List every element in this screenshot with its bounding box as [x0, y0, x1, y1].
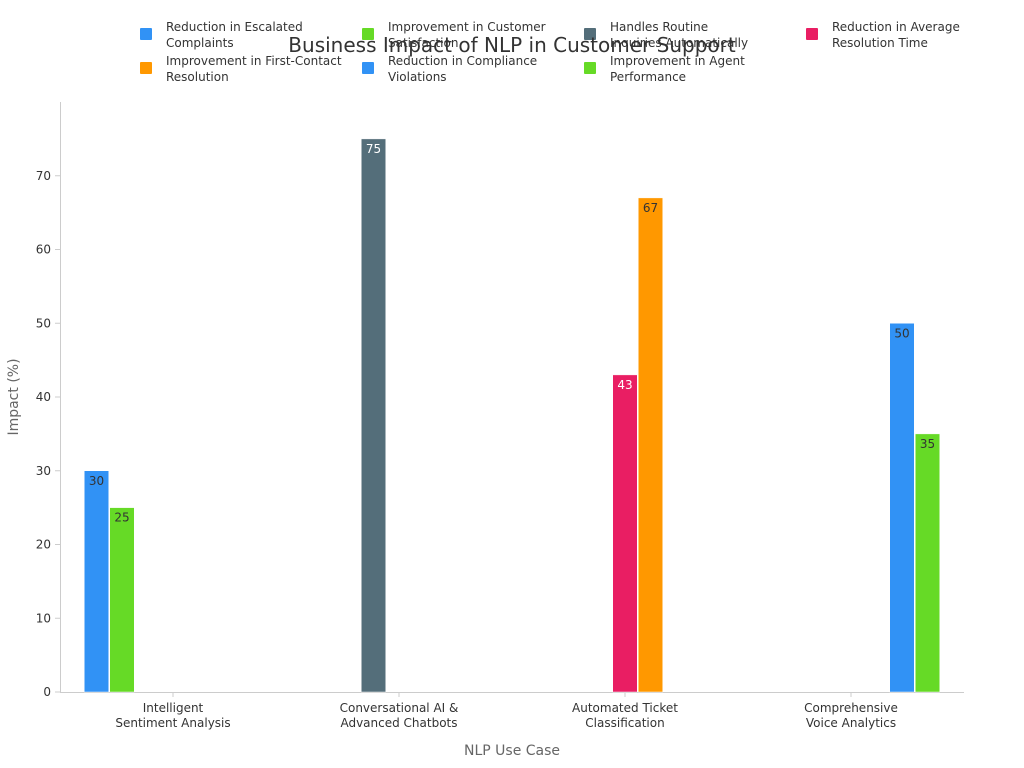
bar-data-label: 30 [89, 474, 104, 488]
x-tick-label-line: Comprehensive [804, 701, 898, 715]
legend-swatch [806, 28, 818, 40]
x-tick-label: Conversational AI & Advanced Chatbots [340, 701, 459, 730]
axes [60, 102, 964, 693]
y-ticks: 0 10 20 30 40 50 60 70 [36, 169, 60, 699]
legend-label: Improvement in First-Contact Resolution [166, 54, 342, 84]
legend: Reduction in Escalated Complaints Improvem… [140, 20, 960, 84]
bars: 30 25 75 43 67 50 35 [84, 138, 940, 693]
legend-label-line: Violations [388, 70, 447, 84]
legend-label: Reduction in Compliance Violations [388, 54, 537, 84]
legend-item[interactable]: Improvement in Customer Satisfaction [362, 20, 546, 50]
legend-label-line: Complaints [166, 36, 234, 50]
legend-label-line: Reduction in Average [832, 20, 960, 34]
legend-label-line: Handles Routine [610, 20, 708, 34]
bar[interactable] [889, 323, 915, 693]
bar-data-label: 35 [920, 437, 935, 451]
legend-label-line: Improvement in Customer [388, 20, 546, 34]
bar[interactable] [915, 433, 940, 693]
legend-label-line: Improvement in Agent [610, 54, 745, 68]
legend-label-line: Performance [610, 70, 686, 84]
y-axis-title: Impact (%) [6, 358, 22, 435]
legend-swatch [362, 62, 374, 74]
bar-data-label: 50 [894, 326, 909, 340]
legend-label-line: Satisfaction [388, 36, 458, 50]
y-tick-label: 60 [36, 243, 51, 257]
bar[interactable] [109, 507, 135, 693]
legend-label: Handles Routine Inquiries Automatically [610, 20, 748, 50]
legend-label-line: Reduction in Compliance [388, 54, 537, 68]
bar-data-label: 43 [617, 378, 632, 392]
bar[interactable] [638, 197, 663, 693]
x-tick-label-line: Voice Analytics [806, 716, 896, 730]
legend-swatch [584, 28, 596, 40]
bar-data-label: 67 [643, 201, 658, 215]
legend-swatch [140, 62, 152, 74]
legend-label-line: Reduction in Escalated [166, 20, 303, 34]
legend-item[interactable]: Reduction in Average Resolution Time [806, 20, 960, 50]
y-tick-label: 70 [36, 169, 51, 183]
bar[interactable] [612, 374, 638, 693]
legend-swatch [140, 28, 152, 40]
bar[interactable] [84, 470, 109, 693]
y-tick-label: 50 [36, 316, 51, 330]
y-tick-label: 10 [36, 611, 51, 625]
legend-item[interactable]: Handles Routine Inquiries Automatically [584, 20, 748, 50]
bar[interactable] [361, 138, 386, 693]
legend-item[interactable]: Improvement in Agent Performance [584, 54, 745, 84]
legend-item[interactable]: Reduction in Compliance Violations [362, 54, 537, 84]
legend-swatch [362, 28, 374, 40]
legend-label-line: Resolution Time [832, 36, 928, 50]
x-tick-label-line: Automated Ticket [572, 701, 678, 715]
y-tick-label: 40 [36, 390, 51, 404]
legend-label-line: Resolution [166, 70, 229, 84]
legend-label: Reduction in Average Resolution Time [832, 20, 960, 50]
bar-data-label: 25 [114, 511, 129, 525]
x-tick-label-line: Classification [585, 716, 664, 730]
chart-title: Business Impact of NLP in Customer Suppo… [288, 33, 736, 57]
x-tick-label: Intelligent Sentiment Analysis [115, 701, 230, 730]
legend-label: Reduction in Escalated Complaints [166, 20, 303, 50]
x-ticks: Intelligent Sentiment Analysis Conversatio… [115, 692, 898, 730]
y-tick-label: 0 [43, 685, 51, 699]
bar-data-label: 75 [366, 142, 381, 156]
legend-item[interactable]: Improvement in First-Contact Resolution [140, 54, 342, 84]
legend-label: Improvement in Customer Satisfaction [388, 20, 546, 50]
x-tick-label-line: Sentiment Analysis [115, 716, 230, 730]
x-tick-label-line: Intelligent [143, 701, 204, 715]
legend-item[interactable]: Reduction in Escalated Complaints [140, 20, 303, 50]
x-tick-label-line: Conversational AI & [340, 701, 459, 715]
legend-label-line: Inquiries Automatically [610, 36, 748, 50]
y-tick-label: 20 [36, 538, 51, 552]
legend-label-line: Improvement in First-Contact [166, 54, 342, 68]
x-tick-label: Automated Ticket Classification [572, 701, 678, 730]
x-tick-label-line: Advanced Chatbots [340, 716, 457, 730]
y-tick-label: 30 [36, 464, 51, 478]
legend-swatch [584, 62, 596, 74]
legend-label: Improvement in Agent Performance [610, 54, 745, 84]
x-axis-title: NLP Use Case [464, 743, 560, 759]
x-tick-label: Comprehensive Voice Analytics [804, 701, 898, 730]
